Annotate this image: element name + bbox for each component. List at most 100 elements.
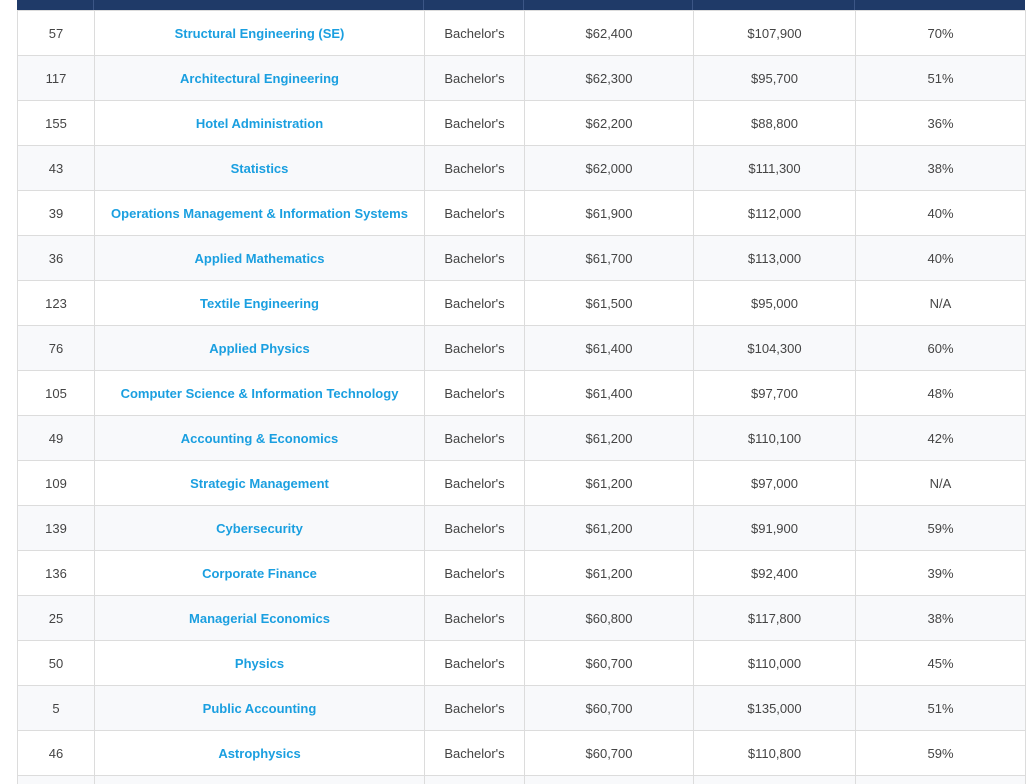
header-cell-degree (424, 0, 524, 10)
rank-cell: 57 (18, 11, 95, 56)
major-link[interactable]: Corporate Finance (202, 566, 317, 581)
major-link[interactable]: Cybersecurity (216, 521, 303, 536)
high-meaning-cell: 38% (856, 146, 1026, 191)
early-career-pay-cell: $62,200 (525, 101, 694, 146)
high-meaning-cell: 39% (856, 551, 1026, 596)
degree-cell: Bachelor's (425, 236, 525, 281)
rank-cell: 43 (18, 146, 95, 191)
major-link[interactable]: Computer Science & Information Technolog… (121, 386, 399, 401)
high-meaning-cell: 48% (856, 371, 1026, 416)
major-link[interactable]: Textile Engineering (200, 296, 319, 311)
high-meaning-cell: 59% (856, 506, 1026, 551)
early-career-pay-cell: $60,700 (525, 731, 694, 776)
degree-cell: Bachelor's (425, 191, 525, 236)
major-link[interactable]: Physics (235, 656, 284, 671)
header-cell-mid-career-pay (693, 0, 855, 10)
high-meaning-cell: 70% (856, 11, 1026, 56)
major-cell: Applied Physics (95, 326, 425, 371)
major-cell: Accounting & Economics (95, 416, 425, 461)
high-meaning-cell: 51% (856, 56, 1026, 101)
early-career-pay-cell: $60,700 (525, 686, 694, 731)
rank-cell: 46 (18, 731, 95, 776)
mid-career-pay-cell: $110,100 (694, 416, 856, 461)
rank-cell: 123 (18, 281, 95, 326)
high-meaning-cell: 59% (856, 731, 1026, 776)
major-link[interactable]: Hotel Administration (196, 116, 323, 131)
mid-career-pay-cell: $110,800 (694, 731, 856, 776)
degree-cell: Bachelor's (425, 686, 525, 731)
rank-cell: 5 (18, 686, 95, 731)
early-career-pay-cell: $61,200 (525, 416, 694, 461)
major-link[interactable]: Operations Management & Information Syst… (111, 206, 408, 221)
major-link[interactable]: Public Accounting (203, 701, 317, 716)
high-meaning-cell: 51% (856, 686, 1026, 731)
mid-career-pay-cell: $95,000 (694, 281, 856, 326)
early-career-pay-cell: $61,400 (525, 371, 694, 416)
table-row: 117 Architectural Engineering Bachelor's… (18, 56, 1026, 101)
major-link[interactable]: Statistics (231, 161, 289, 176)
mid-career-pay-cell: $88,800 (694, 101, 856, 146)
mid-career-pay-cell: $107,900 (694, 11, 856, 56)
salary-table-container: 57 Structural Engineering (SE) Bachelor'… (17, 0, 1025, 784)
high-meaning-cell: 45% (856, 641, 1026, 686)
table-row: 109 Strategic Management Bachelor's $61,… (18, 461, 1026, 506)
early-career-pay-cell: $61,700 (525, 236, 694, 281)
table-row: 136 Corporate Finance Bachelor's $61,200… (18, 551, 1026, 596)
degree-cell: Bachelor's (425, 506, 525, 551)
mid-career-pay-cell: $95,700 (694, 56, 856, 101)
table-row: 57 Structural Engineering (SE) Bachelor'… (18, 11, 1026, 56)
major-link[interactable]: Applied Physics (209, 341, 309, 356)
mid-career-pay-cell: $112,000 (694, 191, 856, 236)
major-cell: Textile Engineering (95, 281, 425, 326)
degree-cell: Bachelor's (425, 146, 525, 191)
header-cell-major (94, 0, 424, 10)
major-cell: Strategic Management (95, 461, 425, 506)
table-row: 25 Managerial Economics Bachelor's $60,8… (18, 596, 1026, 641)
rank-cell: 76 (18, 326, 95, 371)
table-header-bar (17, 0, 1025, 10)
degree-cell: Bachelor's (425, 11, 525, 56)
major-link[interactable]: Architectural Engineering (180, 71, 339, 86)
table-row: 76 Applied Physics Bachelor's $61,400 $1… (18, 326, 1026, 371)
major-link[interactable]: Managerial Economics (189, 611, 330, 626)
table-row: 39 Operations Management & Information S… (18, 191, 1026, 236)
degree-cell: Bachelor's (425, 371, 525, 416)
early-career-pay-cell: $61,200 (525, 551, 694, 596)
mid-career-pay-cell: $104,300 (694, 326, 856, 371)
rank-cell: 36 (18, 236, 95, 281)
major-link[interactable]: Strategic Management (190, 476, 329, 491)
table-row: 43 Statistics Bachelor's $62,000 $111,30… (18, 146, 1026, 191)
salary-table: 57 Structural Engineering (SE) Bachelor'… (17, 10, 1026, 784)
rank-cell: 117 (18, 56, 95, 101)
table-row: 155 Hotel Administration Bachelor's $62,… (18, 101, 1026, 146)
rank-cell: 105 (18, 371, 95, 416)
major-link[interactable]: Accounting & Economics (181, 431, 338, 446)
table-row: 139 Cybersecurity Bachelor's $61,200 $91… (18, 506, 1026, 551)
major-cell: Astrophysics (95, 731, 425, 776)
rank-cell: 49 (18, 416, 95, 461)
table-row: 5 Public Accounting Bachelor's $60,700 $… (18, 686, 1026, 731)
major-link[interactable]: Structural Engineering (SE) (175, 26, 345, 41)
early-career-pay-cell: $61,200 (525, 461, 694, 506)
major-link[interactable]: Applied Mathematics (194, 251, 324, 266)
table-row: 36 Applied Mathematics Bachelor's $61,70… (18, 236, 1026, 281)
table-row: 123 Textile Engineering Bachelor's $61,5… (18, 281, 1026, 326)
early-career-pay-cell: $62,300 (525, 56, 694, 101)
rank-cell: 155 (18, 101, 95, 146)
major-cell: Hotel Administration (95, 101, 425, 146)
early-career-pay-cell: $61,900 (525, 191, 694, 236)
rank-cell: 136 (18, 551, 95, 596)
major-cell: Structural Engineering (SE) (95, 11, 425, 56)
degree-cell: Bachelor's (425, 326, 525, 371)
major-cell: Physics (95, 641, 425, 686)
major-cell: Statistics (95, 146, 425, 191)
early-career-pay-cell: $62,000 (525, 146, 694, 191)
major-cell: Public Accounting (95, 686, 425, 731)
major-link[interactable]: Astrophysics (218, 746, 300, 761)
degree-cell: Bachelor's (425, 101, 525, 146)
major-cell: Architectural Engineering (95, 56, 425, 101)
degree-cell: Bachelor's (425, 461, 525, 506)
table-row: 49 Accounting & Economics Bachelor's $61… (18, 416, 1026, 461)
mid-career-pay-cell: $97,000 (694, 461, 856, 506)
high-meaning-cell: 42% (856, 416, 1026, 461)
